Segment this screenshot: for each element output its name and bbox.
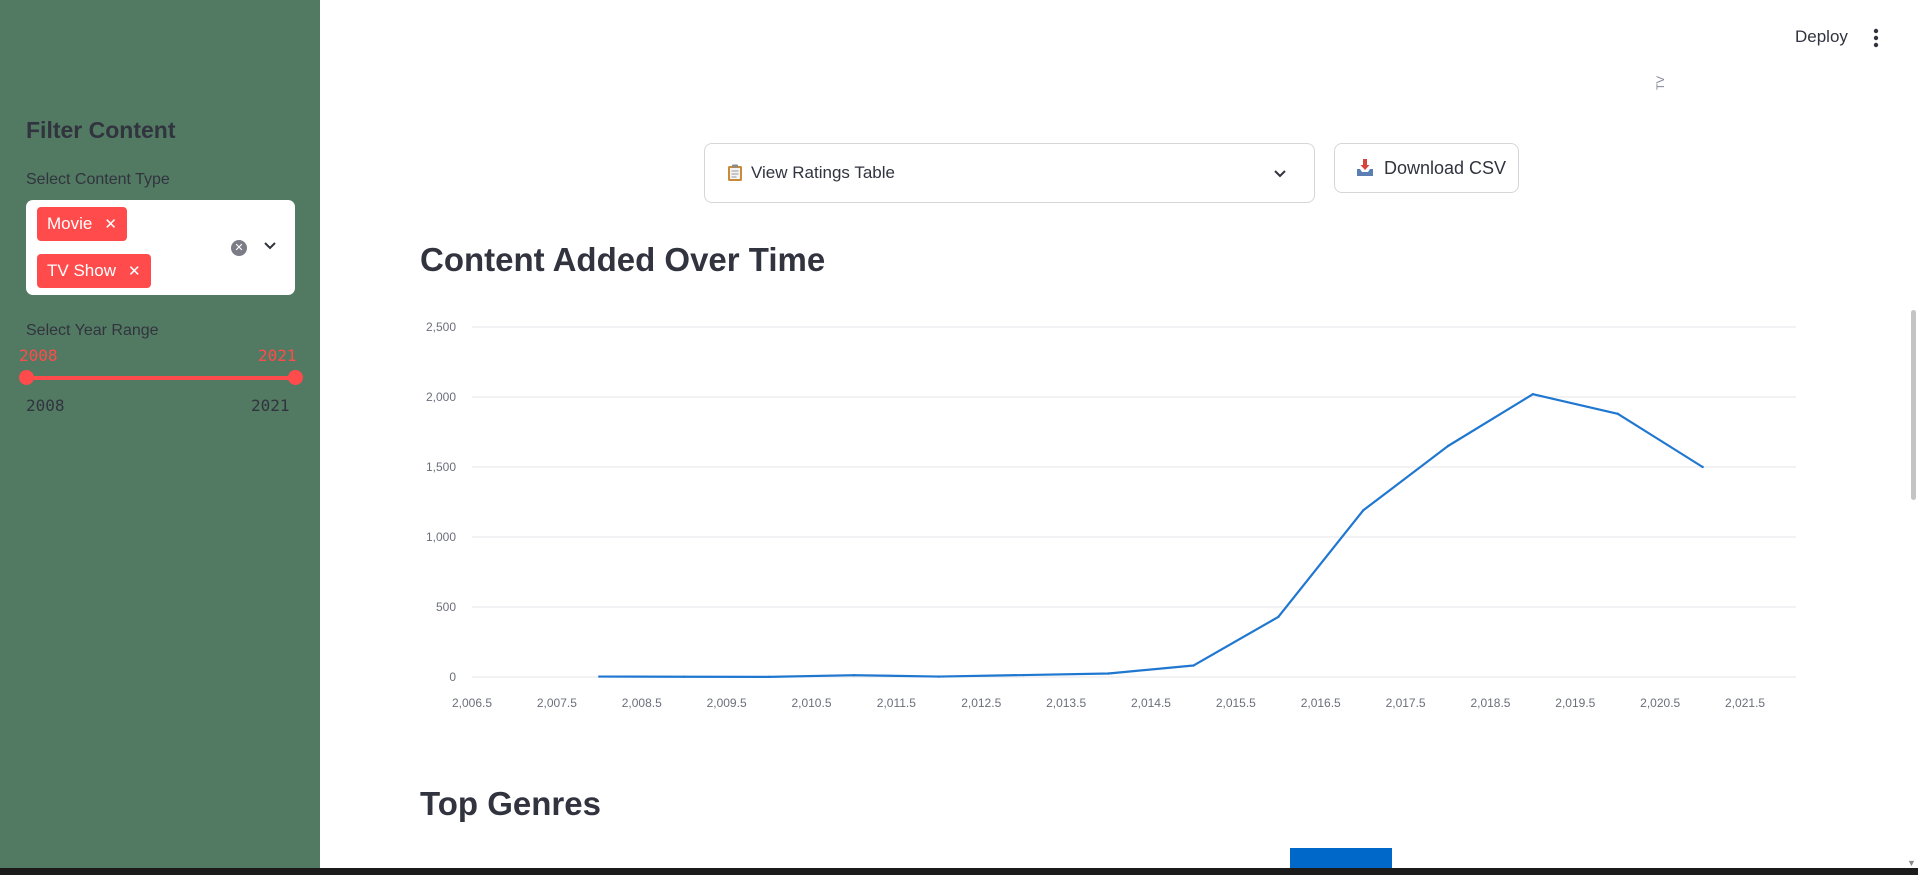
content-added-heading: Content Added Over Time [420, 241, 826, 278]
x-tick-label: 2,009.5 [707, 696, 747, 710]
chevron-down-icon [1274, 170, 1286, 178]
content-added-line-chart: 0 500 1,000 1,500 2,000 2,500 2,006.5 2,007.5 2,… [426, 320, 1796, 710]
x-tick-label: 2,008.5 [622, 696, 662, 710]
download-csv-button[interactable]: Download CSV [1334, 143, 1519, 193]
slider-bound-max: 2021 [251, 396, 290, 415]
clipboard-icon [728, 164, 742, 181]
year-slider-track[interactable] [26, 376, 295, 380]
x-tick-label: 2,007.5 [537, 696, 577, 710]
x-tick-label: 2,012.5 [961, 696, 1001, 710]
slider-bound-min: 2008 [26, 396, 65, 415]
scroll-down-arrow-icon[interactable]: ▼ [1907, 858, 1916, 868]
data-point [682, 675, 686, 678]
slider-value-max: 2021 [258, 346, 297, 365]
deploy-button[interactable]: Deploy [1795, 27, 1848, 46]
year-slider-max-handle[interactable] [288, 370, 303, 385]
x-tick-label: 2,015.5 [1216, 696, 1256, 710]
content-type-label: Select Content Type [26, 171, 170, 188]
tag-label: Movie [47, 214, 93, 233]
data-point [1192, 664, 1195, 667]
x-tick-label: 2,019.5 [1555, 696, 1595, 710]
y-tick-label: 2,000 [426, 390, 456, 404]
download-label: Download CSV [1384, 157, 1507, 178]
vertical-ellipsis-icon[interactable] [1872, 27, 1880, 49]
data-point [1616, 412, 1619, 415]
x-tick-label: 2,013.5 [1046, 696, 1086, 710]
chevron-down-icon[interactable] [260, 236, 280, 256]
tag-movie: Movie ✕ [37, 207, 127, 241]
data-point [1277, 615, 1280, 619]
expander-label: View Ratings Table [751, 163, 895, 182]
x-tick-label: 2,010.5 [791, 696, 831, 710]
data-point [1701, 465, 1704, 469]
y-tick-label: 1,000 [426, 530, 456, 544]
data-point [767, 675, 771, 679]
year-slider-min-handle[interactable] [19, 370, 34, 385]
data-point [1446, 444, 1450, 448]
remove-tag-icon[interactable]: ✕ [127, 263, 141, 280]
series-line [599, 393, 1704, 678]
data-point [598, 675, 601, 678]
x-tick-label: 2,014.5 [1131, 696, 1171, 710]
data-point [937, 675, 940, 678]
y-tick-label: 0 [449, 670, 456, 684]
data-point [1022, 673, 1025, 677]
content-type-multiselect[interactable]: Movie ✕ TV Show ✕ ✕ [26, 200, 295, 295]
x-tick-label: 2,021.5 [1725, 696, 1765, 710]
remove-tag-icon[interactable]: ✕ [104, 216, 117, 233]
bottom-edge [0, 868, 1918, 875]
y-tick-label: 500 [436, 600, 456, 614]
stray-axis-label: TV [1655, 75, 1667, 90]
x-tick-label: 2,006.5 [452, 696, 492, 710]
x-tick-label: 2,018.5 [1470, 696, 1510, 710]
data-point [1361, 509, 1365, 512]
clear-all-icon[interactable]: ✕ [231, 240, 247, 256]
genre-bar [1290, 848, 1392, 868]
inbox-tray-icon [1357, 159, 1373, 176]
data-point [852, 673, 856, 677]
x-tick-label: 2,020.5 [1640, 696, 1680, 710]
top-genres-heading: Top Genres [420, 785, 601, 822]
year-range-label: Select Year Range [26, 322, 159, 339]
y-tick-label: 1,500 [426, 460, 456, 474]
ratings-table-expander[interactable]: View Ratings Table [704, 143, 1315, 203]
slider-value-min: 2008 [19, 346, 58, 365]
sidebar-title: Filter Content [26, 117, 176, 143]
tag-label: TV Show [47, 261, 116, 280]
data-point [1531, 393, 1535, 396]
x-tick-label: 2,016.5 [1301, 696, 1341, 710]
data-point [1107, 672, 1110, 675]
scrollbar-thumb[interactable] [1911, 310, 1916, 500]
y-tick-label: 2,500 [426, 320, 456, 334]
x-tick-label: 2,011.5 [877, 696, 916, 710]
tag-tv-show: TV Show ✕ [37, 254, 151, 288]
sidebar: Filter Content Select Content Type Movie… [0, 0, 320, 868]
x-tick-label: 2,017.5 [1386, 696, 1426, 710]
